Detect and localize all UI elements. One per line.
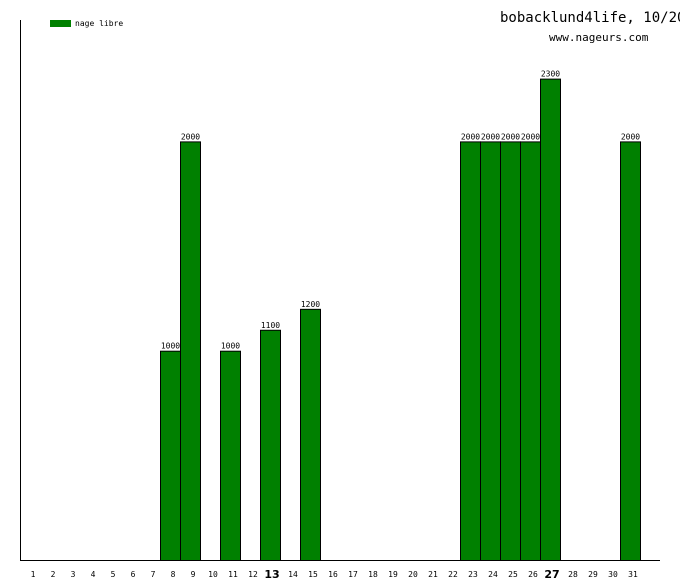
value-label-day-26: 2000 bbox=[521, 132, 540, 141]
bar-day-23 bbox=[460, 141, 481, 561]
x-tick-label-27: 27 bbox=[544, 568, 559, 580]
x-tick-label-1: 1 bbox=[31, 570, 36, 579]
x-tick-label-3: 3 bbox=[71, 570, 76, 579]
value-label-day-31: 2000 bbox=[621, 132, 640, 141]
x-tick-label-4: 4 bbox=[91, 570, 96, 579]
bar-day-13 bbox=[260, 329, 281, 562]
value-label-day-15: 1200 bbox=[301, 300, 320, 309]
value-label-day-8: 1000 bbox=[161, 342, 180, 351]
value-label-day-13: 1100 bbox=[261, 321, 280, 330]
bar-day-26 bbox=[520, 141, 541, 561]
bar-day-15 bbox=[300, 308, 321, 562]
value-label-day-24: 2000 bbox=[481, 132, 500, 141]
x-tick-label-25: 25 bbox=[508, 570, 518, 579]
value-label-day-23: 2000 bbox=[461, 132, 480, 141]
x-tick-label-30: 30 bbox=[608, 570, 618, 579]
x-tick-label-22: 22 bbox=[448, 570, 458, 579]
value-label-day-25: 2000 bbox=[501, 132, 520, 141]
x-tick-label-21: 21 bbox=[428, 570, 438, 579]
x-tick-label-16: 16 bbox=[328, 570, 338, 579]
x-tick-label-7: 7 bbox=[151, 570, 156, 579]
chart-subtitle: www.nageurs.com bbox=[549, 31, 649, 44]
legend-swatch bbox=[50, 19, 71, 27]
x-tick-label-5: 5 bbox=[111, 570, 116, 579]
x-tick-label-23: 23 bbox=[468, 570, 478, 579]
bar-day-24 bbox=[480, 141, 501, 561]
x-tick-label-9: 9 bbox=[191, 570, 196, 579]
x-tick-label-2: 2 bbox=[51, 570, 56, 579]
x-tick-label-26: 26 bbox=[528, 570, 538, 579]
chart-title: bobacklund4life, 10/202 bbox=[500, 10, 680, 26]
x-tick-label-13: 13 bbox=[264, 568, 279, 580]
legend: nage libre bbox=[50, 17, 123, 29]
value-label-day-9: 2000 bbox=[181, 132, 200, 141]
x-tick-label-24: 24 bbox=[488, 570, 498, 579]
bar-day-9 bbox=[180, 141, 201, 561]
x-tick-label-11: 11 bbox=[228, 570, 238, 579]
x-tick-label-28: 28 bbox=[568, 570, 578, 579]
value-label-day-11: 1000 bbox=[221, 342, 240, 351]
x-tick-label-19: 19 bbox=[388, 570, 398, 579]
x-tick-label-6: 6 bbox=[131, 570, 136, 579]
x-tick-label-31: 31 bbox=[628, 570, 638, 579]
x-tick-label-10: 10 bbox=[208, 570, 218, 579]
legend-label: nage libre bbox=[75, 18, 124, 28]
x-tick-label-18: 18 bbox=[368, 570, 378, 579]
x-tick-label-12: 12 bbox=[248, 570, 258, 579]
bar-day-31 bbox=[620, 141, 641, 561]
x-tick-label-15: 15 bbox=[308, 570, 318, 579]
x-tick-label-8: 8 bbox=[171, 570, 176, 579]
bar-day-25 bbox=[500, 141, 521, 561]
x-tick-label-20: 20 bbox=[408, 570, 418, 579]
bar-day-27 bbox=[540, 78, 561, 562]
x-tick-label-29: 29 bbox=[588, 570, 598, 579]
bar-day-11 bbox=[220, 350, 241, 561]
x-tick-label-17: 17 bbox=[348, 570, 358, 579]
value-label-day-27: 2300 bbox=[541, 70, 560, 79]
bar-day-8 bbox=[160, 350, 181, 561]
x-tick-label-14: 14 bbox=[288, 570, 298, 579]
